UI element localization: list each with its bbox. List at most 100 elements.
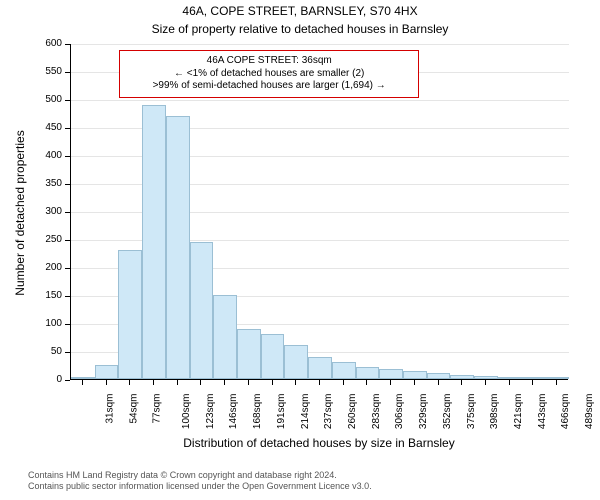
chart-title-sub: Size of property relative to detached ho… (0, 22, 600, 36)
x-tick-mark (153, 380, 154, 385)
x-tick-label: 306sqm (395, 394, 406, 430)
callout-line-2: ← <1% of detached houses are smaller (2) (126, 68, 412, 81)
histogram-bar (118, 250, 142, 379)
x-tick-mark (366, 380, 367, 385)
footer-line-2: Contains public sector information licen… (28, 481, 600, 492)
histogram-bar (95, 365, 119, 379)
x-tick-mark (485, 380, 486, 385)
y-tick-label: 0 (30, 374, 62, 385)
y-tick-label: 200 (30, 262, 62, 273)
histogram-bar (498, 377, 522, 379)
histogram-bar (284, 345, 308, 379)
x-tick-mark (414, 380, 415, 385)
x-tick-label: 329sqm (418, 394, 429, 430)
x-tick-mark (82, 380, 83, 385)
x-tick-label: 191sqm (276, 394, 287, 430)
x-tick-mark (248, 380, 249, 385)
histogram-bar (450, 375, 474, 379)
callout-line-3: >99% of semi-detached houses are larger … (126, 80, 412, 93)
callout-box: 46A COPE STREET: 36sqm ← <1% of detached… (119, 50, 419, 98)
x-tick-label: 260sqm (347, 394, 358, 430)
x-axis-label: Distribution of detached houses by size … (70, 436, 568, 450)
x-tick-mark (106, 380, 107, 385)
histogram-bar (71, 377, 95, 379)
x-tick-label: 77sqm (152, 394, 163, 424)
y-tick-mark (65, 380, 70, 381)
histogram-bar (403, 371, 427, 379)
x-tick-label: 31sqm (104, 394, 115, 424)
y-tick-mark (65, 212, 70, 213)
x-tick-label: 214sqm (300, 394, 311, 430)
histogram-bar (261, 334, 285, 379)
x-tick-mark (438, 380, 439, 385)
histogram-bar (142, 105, 166, 379)
x-tick-label: 352sqm (442, 394, 453, 430)
x-tick-label: 237sqm (323, 394, 334, 430)
x-tick-label: 466sqm (561, 394, 572, 430)
x-tick-label: 100sqm (181, 394, 192, 430)
y-tick-label: 450 (30, 122, 62, 133)
y-tick-mark (65, 240, 70, 241)
x-tick-label: 54sqm (128, 394, 139, 424)
x-tick-mark (224, 380, 225, 385)
histogram-bar (332, 362, 356, 379)
y-tick-label: 350 (30, 178, 62, 189)
x-tick-mark (295, 380, 296, 385)
x-tick-mark (272, 380, 273, 385)
y-tick-mark (65, 156, 70, 157)
x-tick-mark (556, 380, 557, 385)
x-tick-label: 375sqm (466, 394, 477, 430)
y-tick-label: 50 (30, 346, 62, 357)
gridline (71, 100, 569, 101)
x-tick-mark (177, 380, 178, 385)
y-tick-mark (65, 44, 70, 45)
y-tick-mark (65, 324, 70, 325)
histogram-bar (166, 116, 190, 379)
x-tick-mark (129, 380, 130, 385)
histogram-bar (308, 357, 332, 379)
x-tick-label: 421sqm (513, 394, 524, 430)
histogram-bar (190, 242, 214, 379)
histogram-bar (356, 367, 380, 379)
y-tick-label: 550 (30, 66, 62, 77)
y-tick-mark (65, 184, 70, 185)
y-tick-mark (65, 352, 70, 353)
x-tick-mark (461, 380, 462, 385)
histogram-bar (213, 295, 237, 379)
x-tick-label: 168sqm (252, 394, 263, 430)
y-tick-mark (65, 296, 70, 297)
x-tick-label: 443sqm (537, 394, 548, 430)
gridline (71, 44, 569, 45)
y-tick-label: 250 (30, 234, 62, 245)
y-tick-mark (65, 100, 70, 101)
y-tick-label: 500 (30, 94, 62, 105)
y-tick-label: 600 (30, 38, 62, 49)
x-tick-label: 283sqm (371, 394, 382, 430)
histogram-bar (379, 369, 403, 379)
y-tick-mark (65, 72, 70, 73)
x-tick-label: 123sqm (205, 394, 216, 430)
callout-line-1: 46A COPE STREET: 36sqm (126, 55, 412, 68)
histogram-bar (522, 377, 546, 379)
chart-title-main: 46A, COPE STREET, BARNSLEY, S70 4HX (0, 4, 600, 18)
y-tick-label: 300 (30, 206, 62, 217)
x-tick-label: 398sqm (489, 394, 500, 430)
footer-attribution: Contains HM Land Registry data © Crown c… (0, 470, 600, 493)
x-tick-mark (343, 380, 344, 385)
x-tick-mark (200, 380, 201, 385)
x-tick-label: 489sqm (584, 394, 595, 430)
y-axis-label: Number of detached properties (13, 45, 27, 381)
y-tick-mark (65, 128, 70, 129)
x-tick-mark (509, 380, 510, 385)
x-tick-mark (532, 380, 533, 385)
histogram-bar (474, 376, 498, 379)
y-tick-label: 150 (30, 290, 62, 301)
y-tick-label: 400 (30, 150, 62, 161)
figure: 46A, COPE STREET, BARNSLEY, S70 4HX Size… (0, 0, 600, 500)
histogram-bar (545, 377, 569, 379)
histogram-bar (427, 373, 451, 379)
x-tick-label: 146sqm (229, 394, 240, 430)
y-tick-label: 100 (30, 318, 62, 329)
footer-line-1: Contains HM Land Registry data © Crown c… (28, 470, 600, 481)
x-tick-mark (390, 380, 391, 385)
